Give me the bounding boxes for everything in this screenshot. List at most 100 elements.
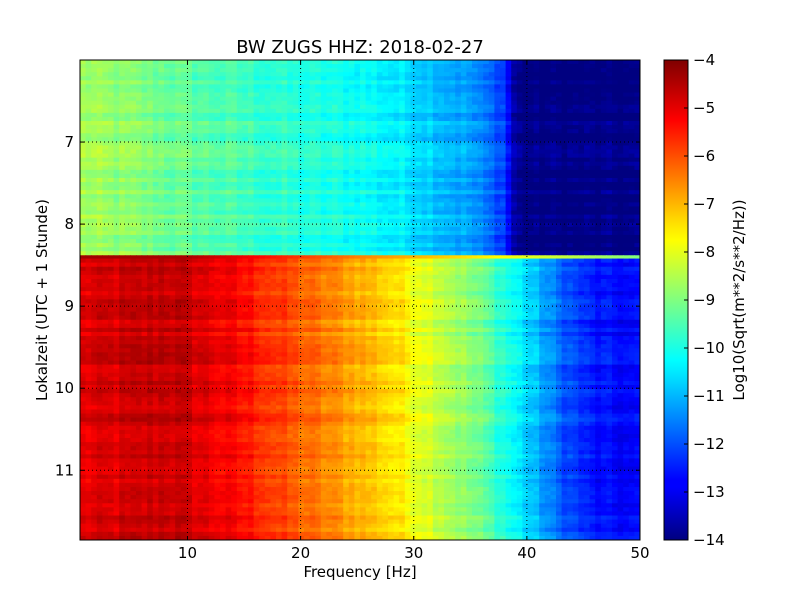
heatmap-cell [477, 64, 484, 69]
heatmap-cell [85, 145, 92, 151]
heatmap-cell [567, 145, 574, 151]
heatmap-cell [460, 186, 467, 191]
heatmap-cell [404, 149, 411, 155]
heatmap-cell [242, 243, 249, 248]
heatmap-cell [292, 96, 299, 102]
heatmap-cell [113, 214, 120, 220]
heatmap-cell [332, 214, 339, 220]
heatmap-cell [360, 129, 367, 134]
heatmap-cell [561, 64, 568, 69]
heatmap-cell [455, 230, 462, 236]
heatmap-cell [494, 206, 501, 212]
heatmap-cell [259, 129, 266, 134]
heatmap-cell [236, 141, 243, 147]
heatmap-cell [270, 116, 277, 122]
heatmap-cell [320, 157, 327, 163]
heatmap-cell [136, 190, 143, 195]
heatmap-cell [343, 165, 350, 171]
heatmap-cell [483, 234, 490, 240]
heatmap-cell [399, 84, 406, 90]
heatmap-cell [595, 177, 602, 183]
heatmap-cell [270, 153, 277, 159]
heatmap-cell [438, 84, 445, 90]
heatmap-cell [276, 100, 283, 106]
heatmap-cell [231, 230, 238, 236]
heatmap-cell [102, 210, 109, 216]
heatmap-cell [360, 214, 367, 220]
heatmap-cell [572, 76, 579, 81]
heatmap-cell [337, 182, 344, 187]
heatmap-cell [130, 198, 137, 203]
heatmap-cell [567, 177, 574, 183]
heatmap-cell [326, 251, 333, 256]
heatmap-cell [96, 157, 103, 163]
heatmap-cell [276, 149, 283, 155]
heatmap-cell [147, 108, 154, 114]
heatmap-cell [623, 202, 630, 208]
heatmap-cell [343, 145, 350, 151]
heatmap-cell [589, 153, 596, 159]
heatmap-cell [488, 173, 495, 179]
heatmap-cell [108, 206, 115, 212]
heatmap-cell [533, 137, 540, 142]
heatmap-cell [595, 80, 602, 86]
heatmap-cell [147, 239, 154, 244]
heatmap-cell [259, 133, 266, 138]
heatmap-cell [399, 177, 406, 183]
heatmap-cell [561, 198, 568, 203]
heatmap-cell [220, 116, 227, 122]
heatmap-cell [567, 104, 574, 110]
heatmap-cell [236, 255, 243, 260]
heatmap-cell [108, 230, 115, 236]
heatmap-cell [589, 190, 596, 195]
heatmap-cell [130, 60, 137, 65]
heatmap-cell [203, 60, 210, 65]
heatmap-cell [192, 226, 199, 232]
heatmap-cell [460, 190, 467, 195]
heatmap-cell [214, 198, 221, 203]
heatmap-cell [472, 206, 479, 212]
heatmap-cell [276, 206, 283, 212]
heatmap-cell [259, 222, 266, 228]
heatmap-cell [595, 141, 602, 147]
heatmap-cell [404, 206, 411, 212]
heatmap-cell [80, 239, 87, 244]
heatmap-cell [365, 251, 372, 256]
heatmap-cell [612, 222, 619, 228]
heatmap-cell [287, 202, 294, 208]
heatmap-cell [472, 125, 479, 130]
heatmap-cell [528, 198, 535, 203]
heatmap-cell [259, 239, 266, 244]
heatmap-cell [365, 149, 372, 155]
heatmap-cell [634, 190, 640, 195]
heatmap-cell [320, 88, 327, 94]
heatmap-cell [556, 88, 563, 94]
heatmap-cell [399, 206, 406, 212]
heatmap-cell [208, 121, 215, 126]
heatmap-cell [628, 222, 635, 228]
heatmap-cell [500, 129, 507, 134]
heatmap-cell [354, 226, 361, 232]
heatmap-cell [511, 258, 518, 264]
heatmap-cell [472, 198, 479, 203]
heatmap-cell [124, 218, 131, 224]
heatmap-cell [595, 133, 602, 138]
heatmap-cell [264, 125, 271, 130]
heatmap-cell [382, 177, 389, 183]
heatmap-cell [393, 165, 400, 171]
heatmap-cell [376, 251, 383, 256]
heatmap-cell [147, 121, 154, 126]
heatmap-cell [119, 202, 126, 208]
heatmap-cell [427, 92, 434, 98]
heatmap-cell [320, 182, 327, 187]
heatmap-cell [612, 64, 619, 69]
heatmap-cell [203, 161, 210, 167]
heatmap-cell [337, 169, 344, 175]
heatmap-cell [466, 149, 473, 155]
heatmap-cell [326, 88, 333, 94]
heatmap-cell [242, 239, 249, 244]
heatmap-cell [180, 153, 187, 159]
heatmap-cell [186, 198, 193, 203]
heatmap-cell [376, 88, 383, 94]
heatmap-cell [292, 76, 299, 81]
